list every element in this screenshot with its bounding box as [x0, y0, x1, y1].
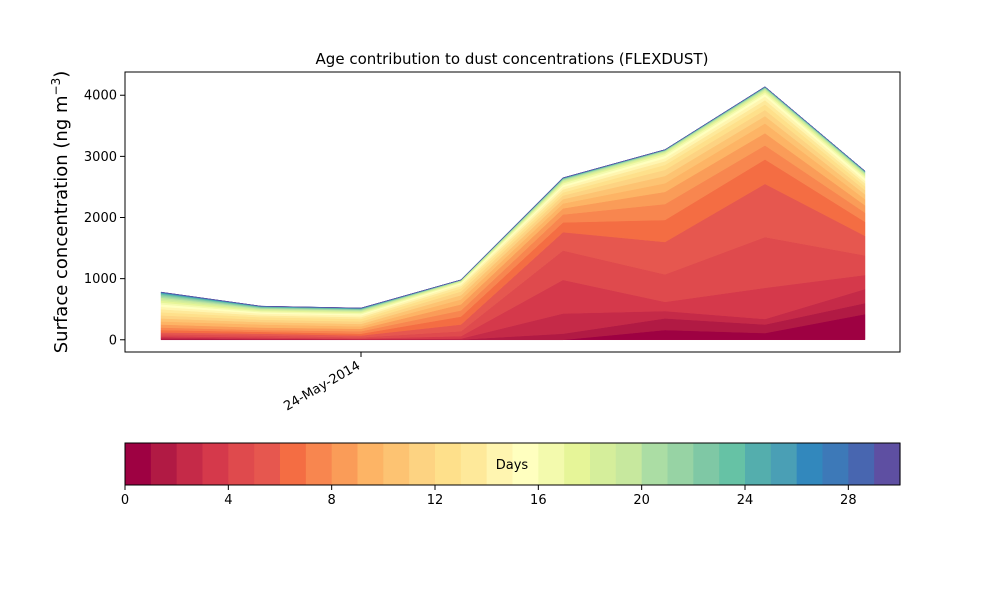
- colorbar-swatch-day-12: [435, 443, 462, 485]
- colorbar-tick-label: 12: [427, 493, 444, 508]
- chart-title: Age contribution to dust concentrations …: [316, 50, 709, 68]
- colorbar-swatch-day-13: [460, 443, 488, 485]
- colorbar-tick-label: 8: [328, 493, 336, 508]
- colorbar-tick-label: 16: [530, 493, 547, 508]
- colorbar-swatch-day-8: [331, 443, 359, 485]
- colorbar-swatch-day-18: [590, 443, 617, 485]
- colorbar-swatch-day-6: [280, 443, 307, 485]
- colorbar-swatch-day-29: [874, 443, 901, 485]
- y-axis-label: Surface concentration (ng m−3): [49, 71, 72, 354]
- colorbar-frame: [124, 442, 901, 486]
- y-axis-ticks: 0 1000 2000 3000 4000: [84, 89, 125, 348]
- colorbar-swatch-day-10: [383, 443, 410, 485]
- stacked-area-bands: [160, 86, 866, 341]
- colorbar-swatch-day-9: [357, 443, 384, 485]
- colorbar-swatch-day-17: [564, 443, 591, 485]
- x-tick-label: 24-May-2014: [281, 358, 363, 414]
- colorbar-swatch-day-24: [745, 443, 772, 485]
- colorbar-swatch-day-27: [822, 443, 849, 485]
- colorbar-label: Days: [496, 458, 529, 473]
- colorbar-swatch-day-15: [512, 443, 539, 485]
- colorbar-swatch-day-23: [719, 443, 746, 485]
- x-axis-ticks: 24-May-2014: [281, 352, 363, 414]
- plot-frame: [124, 71, 901, 353]
- colorbar-swatch-day-28: [848, 443, 875, 485]
- colorbar-swatch-day-26: [796, 443, 824, 485]
- colorbar-swatch-day-1: [150, 443, 178, 485]
- colorbar-swatch-day-2: [176, 443, 204, 485]
- y-tick-label: 3000: [84, 150, 117, 165]
- colorbar-tick-label: 20: [633, 493, 650, 508]
- y-tick-label: 4000: [84, 89, 117, 104]
- colorbar: [125, 443, 901, 485]
- colorbar-tick-label: 24: [737, 493, 754, 508]
- colorbar-swatch-day-0: [125, 443, 152, 485]
- colorbar-tick-label: 28: [840, 493, 857, 508]
- colorbar-swatch-day-14: [486, 443, 514, 485]
- colorbar-swatch-day-25: [770, 443, 798, 485]
- colorbar-tick-label: 0: [121, 493, 129, 508]
- colorbar-swatch-day-22: [693, 443, 720, 485]
- colorbar-swatch-day-4: [228, 443, 255, 485]
- colorbar-swatch-day-11: [409, 443, 436, 485]
- colorbar-ticks: 0 4 8 12 16 20 24 28: [121, 485, 857, 508]
- colorbar-swatch-day-7: [305, 443, 333, 485]
- colorbar-swatch-day-5: [254, 443, 281, 485]
- colorbar-tick-label: 4: [224, 493, 232, 508]
- colorbar-swatch-day-3: [202, 443, 229, 485]
- y-tick-label: 0: [109, 333, 117, 348]
- y-tick-label: 2000: [84, 211, 117, 226]
- colorbar-swatch-day-20: [641, 443, 669, 485]
- area-band-day-29: [160, 86, 866, 309]
- y-tick-label: 1000: [84, 272, 117, 287]
- colorbar-swatch-day-19: [615, 443, 643, 485]
- colorbar-swatch-day-21: [667, 443, 694, 485]
- colorbar-swatch-day-16: [538, 443, 565, 485]
